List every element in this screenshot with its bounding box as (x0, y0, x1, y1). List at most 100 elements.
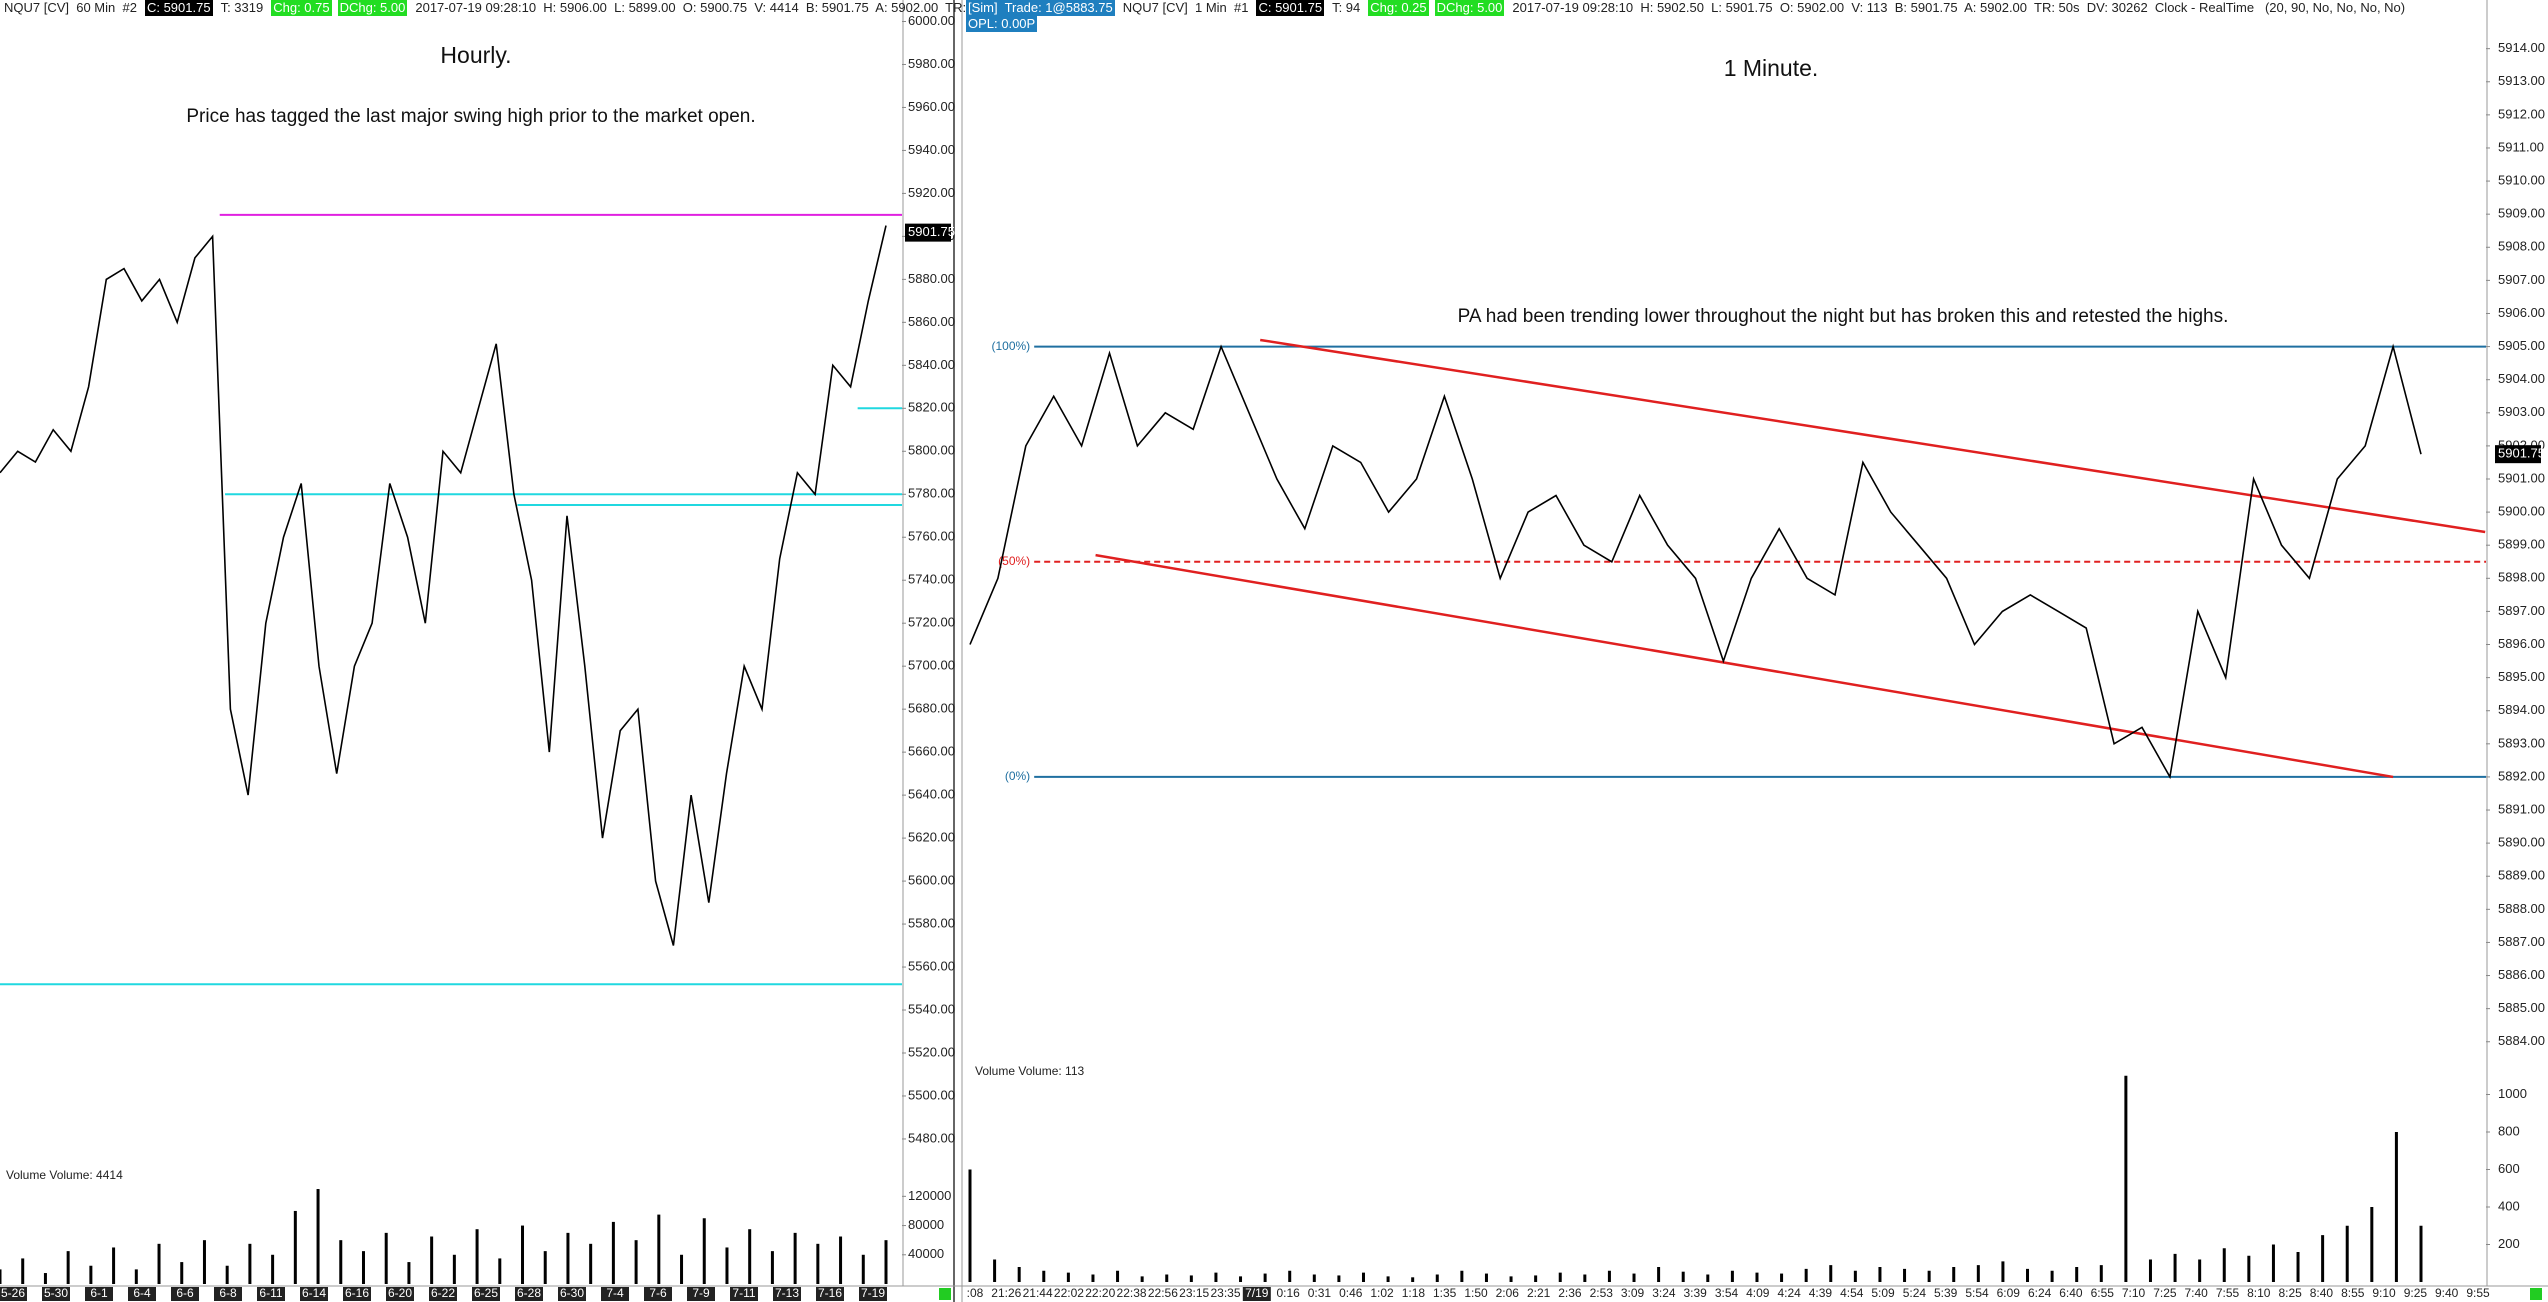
x-tick-label: 6-14 (302, 1286, 326, 1300)
volume-bar (361, 1251, 365, 1284)
y-tick-label: 5894.00 (2498, 702, 2545, 717)
y-tick-label: 5899.00 (2498, 537, 2545, 552)
volume-bar (611, 1221, 615, 1284)
volume-bar (225, 1265, 229, 1284)
x-tick-label: 7/19 (1245, 1286, 1269, 1300)
x-tick-label: 8:10 (2247, 1286, 2271, 1300)
volume-bar (521, 1225, 525, 1284)
x-tick-box (42, 1287, 70, 1301)
volume-bar (180, 1262, 184, 1284)
x-tick-label: 8:55 (2341, 1286, 2365, 1300)
x-tick-label: 6-28 (517, 1286, 541, 1300)
fib-label: (100%) (991, 339, 1030, 353)
y-tick-label: 5911.00 (2498, 139, 2544, 154)
volume-bar (66, 1251, 70, 1284)
chart-title: Hourly. (440, 42, 511, 68)
x-tick-label: 7-13 (775, 1286, 799, 1300)
volume-bar (770, 1251, 774, 1284)
x-tick-label: 7-4 (606, 1286, 624, 1300)
y-tick-label: 5820.00 (908, 400, 955, 415)
x-tick-label: 5:39 (1934, 1286, 1958, 1300)
x-tick-label: :08 (967, 1286, 984, 1300)
y-tick-label: 5912.00 (2498, 106, 2545, 121)
x-tick-label: 6-1 (90, 1286, 108, 1300)
y-tick-label: 5887.00 (2498, 934, 2545, 949)
y-tick-label: 5540.00 (908, 1001, 955, 1016)
x-tick-label: 7-6 (649, 1286, 667, 1300)
volume-bar (202, 1240, 206, 1284)
annotation: Price has tagged the last major swing hi… (186, 106, 755, 127)
volume-bar (248, 1243, 252, 1284)
volume-bar (1214, 1272, 1218, 1282)
x-tick-label: 9:10 (2372, 1286, 2396, 1300)
y-tick-label: 1000 (2498, 1086, 2527, 1101)
y-tick-label: 6000.00 (908, 13, 955, 28)
y-tick-label: 5895.00 (2498, 669, 2545, 684)
x-tick-label: 0:31 (1308, 1286, 1332, 1300)
x-tick-label: 2:36 (1558, 1286, 1582, 1300)
x-tick-label: 6-4 (133, 1286, 151, 1300)
y-tick-label: 5560.00 (908, 958, 955, 973)
header-field: C: 5901.75 (144, 0, 213, 16)
volume-bar (0, 1269, 2, 1284)
volume-bar (1042, 1270, 1046, 1282)
volume-bar (1312, 1274, 1316, 1282)
price-line (969, 343, 2422, 780)
volume-bar (1632, 1273, 1636, 1282)
y-tick-label: 600 (2498, 1161, 2520, 1176)
volume-bar (1337, 1275, 1341, 1282)
header-field: 2017-07-19 09:28:10 H: 5902.50 L: 5901.7… (1512, 0, 2406, 15)
y-tick-label: 5960.00 (908, 99, 955, 114)
x-tick-label: 7-9 (692, 1286, 710, 1300)
y-tick-label: 5920.00 (908, 185, 955, 200)
y-tick-label: 5720.00 (908, 615, 955, 630)
header-field: Chg: 0.25 (1368, 0, 1429, 16)
volume-bar (680, 1254, 684, 1284)
x-tick-label: 7-11 (732, 1286, 755, 1300)
volume-bar (2099, 1265, 2103, 1282)
y-tick-label: 5760.00 (908, 529, 955, 544)
y-tick-label: 5600.00 (908, 873, 955, 888)
x-tick-label: 1:02 (1370, 1286, 1394, 1300)
x-tick-box (816, 1287, 844, 1301)
volume-bar (2001, 1261, 2005, 1282)
x-tick-label: 7:55 (2216, 1286, 2240, 1300)
volume-bar (1386, 1276, 1390, 1282)
volume-bar (1263, 1273, 1267, 1282)
x-tick-label: 0:46 (1339, 1286, 1363, 1300)
x-tick-label: 7-16 (818, 1286, 842, 1300)
header-field: [Sim] Trade: 1@5883.75 (966, 0, 1115, 16)
x-tick-box (386, 1287, 414, 1301)
volume-bar (1706, 1274, 1710, 1282)
x-tick-box (429, 1287, 457, 1301)
x-tick-label: 6-16 (345, 1286, 369, 1300)
x-tick-box (0, 1287, 27, 1301)
volume-bar (1927, 1270, 1931, 1282)
header-field: T: 3319 (220, 0, 264, 15)
x-tick-label: 7:40 (2185, 1286, 2209, 1300)
x-tick-label: 5:09 (1871, 1286, 1895, 1300)
y-tick-label: 5884.00 (2498, 1033, 2545, 1048)
x-tick-label: 4:09 (1746, 1286, 1770, 1300)
volume-bar (839, 1236, 843, 1284)
last-price-box (905, 223, 951, 242)
x-tick-label: 8:25 (2278, 1286, 2302, 1300)
status-indicator (939, 1288, 951, 1300)
x-tick-label: 7-19 (861, 1286, 885, 1300)
y-tick-label: 5500.00 (908, 1087, 955, 1102)
x-tick-label: 5:54 (1965, 1286, 1989, 1300)
y-tick-label: 5898.00 (2498, 570, 2545, 585)
volume-bar (384, 1232, 388, 1284)
volume-bar (748, 1229, 752, 1284)
x-tick-box (214, 1287, 242, 1301)
volume-bar (1755, 1272, 1759, 1282)
header-field: DChg: 5.00 (1434, 0, 1505, 16)
x-tick-label: 8:40 (2310, 1286, 2334, 1300)
y-tick-label: 5620.00 (908, 830, 955, 845)
volume-bar (271, 1254, 275, 1284)
volume-bar (1435, 1274, 1439, 1282)
y-tick-label: 5580.00 (908, 915, 955, 930)
x-tick-label: 21:44 (1023, 1286, 1053, 1300)
x-tick-box (128, 1287, 156, 1301)
